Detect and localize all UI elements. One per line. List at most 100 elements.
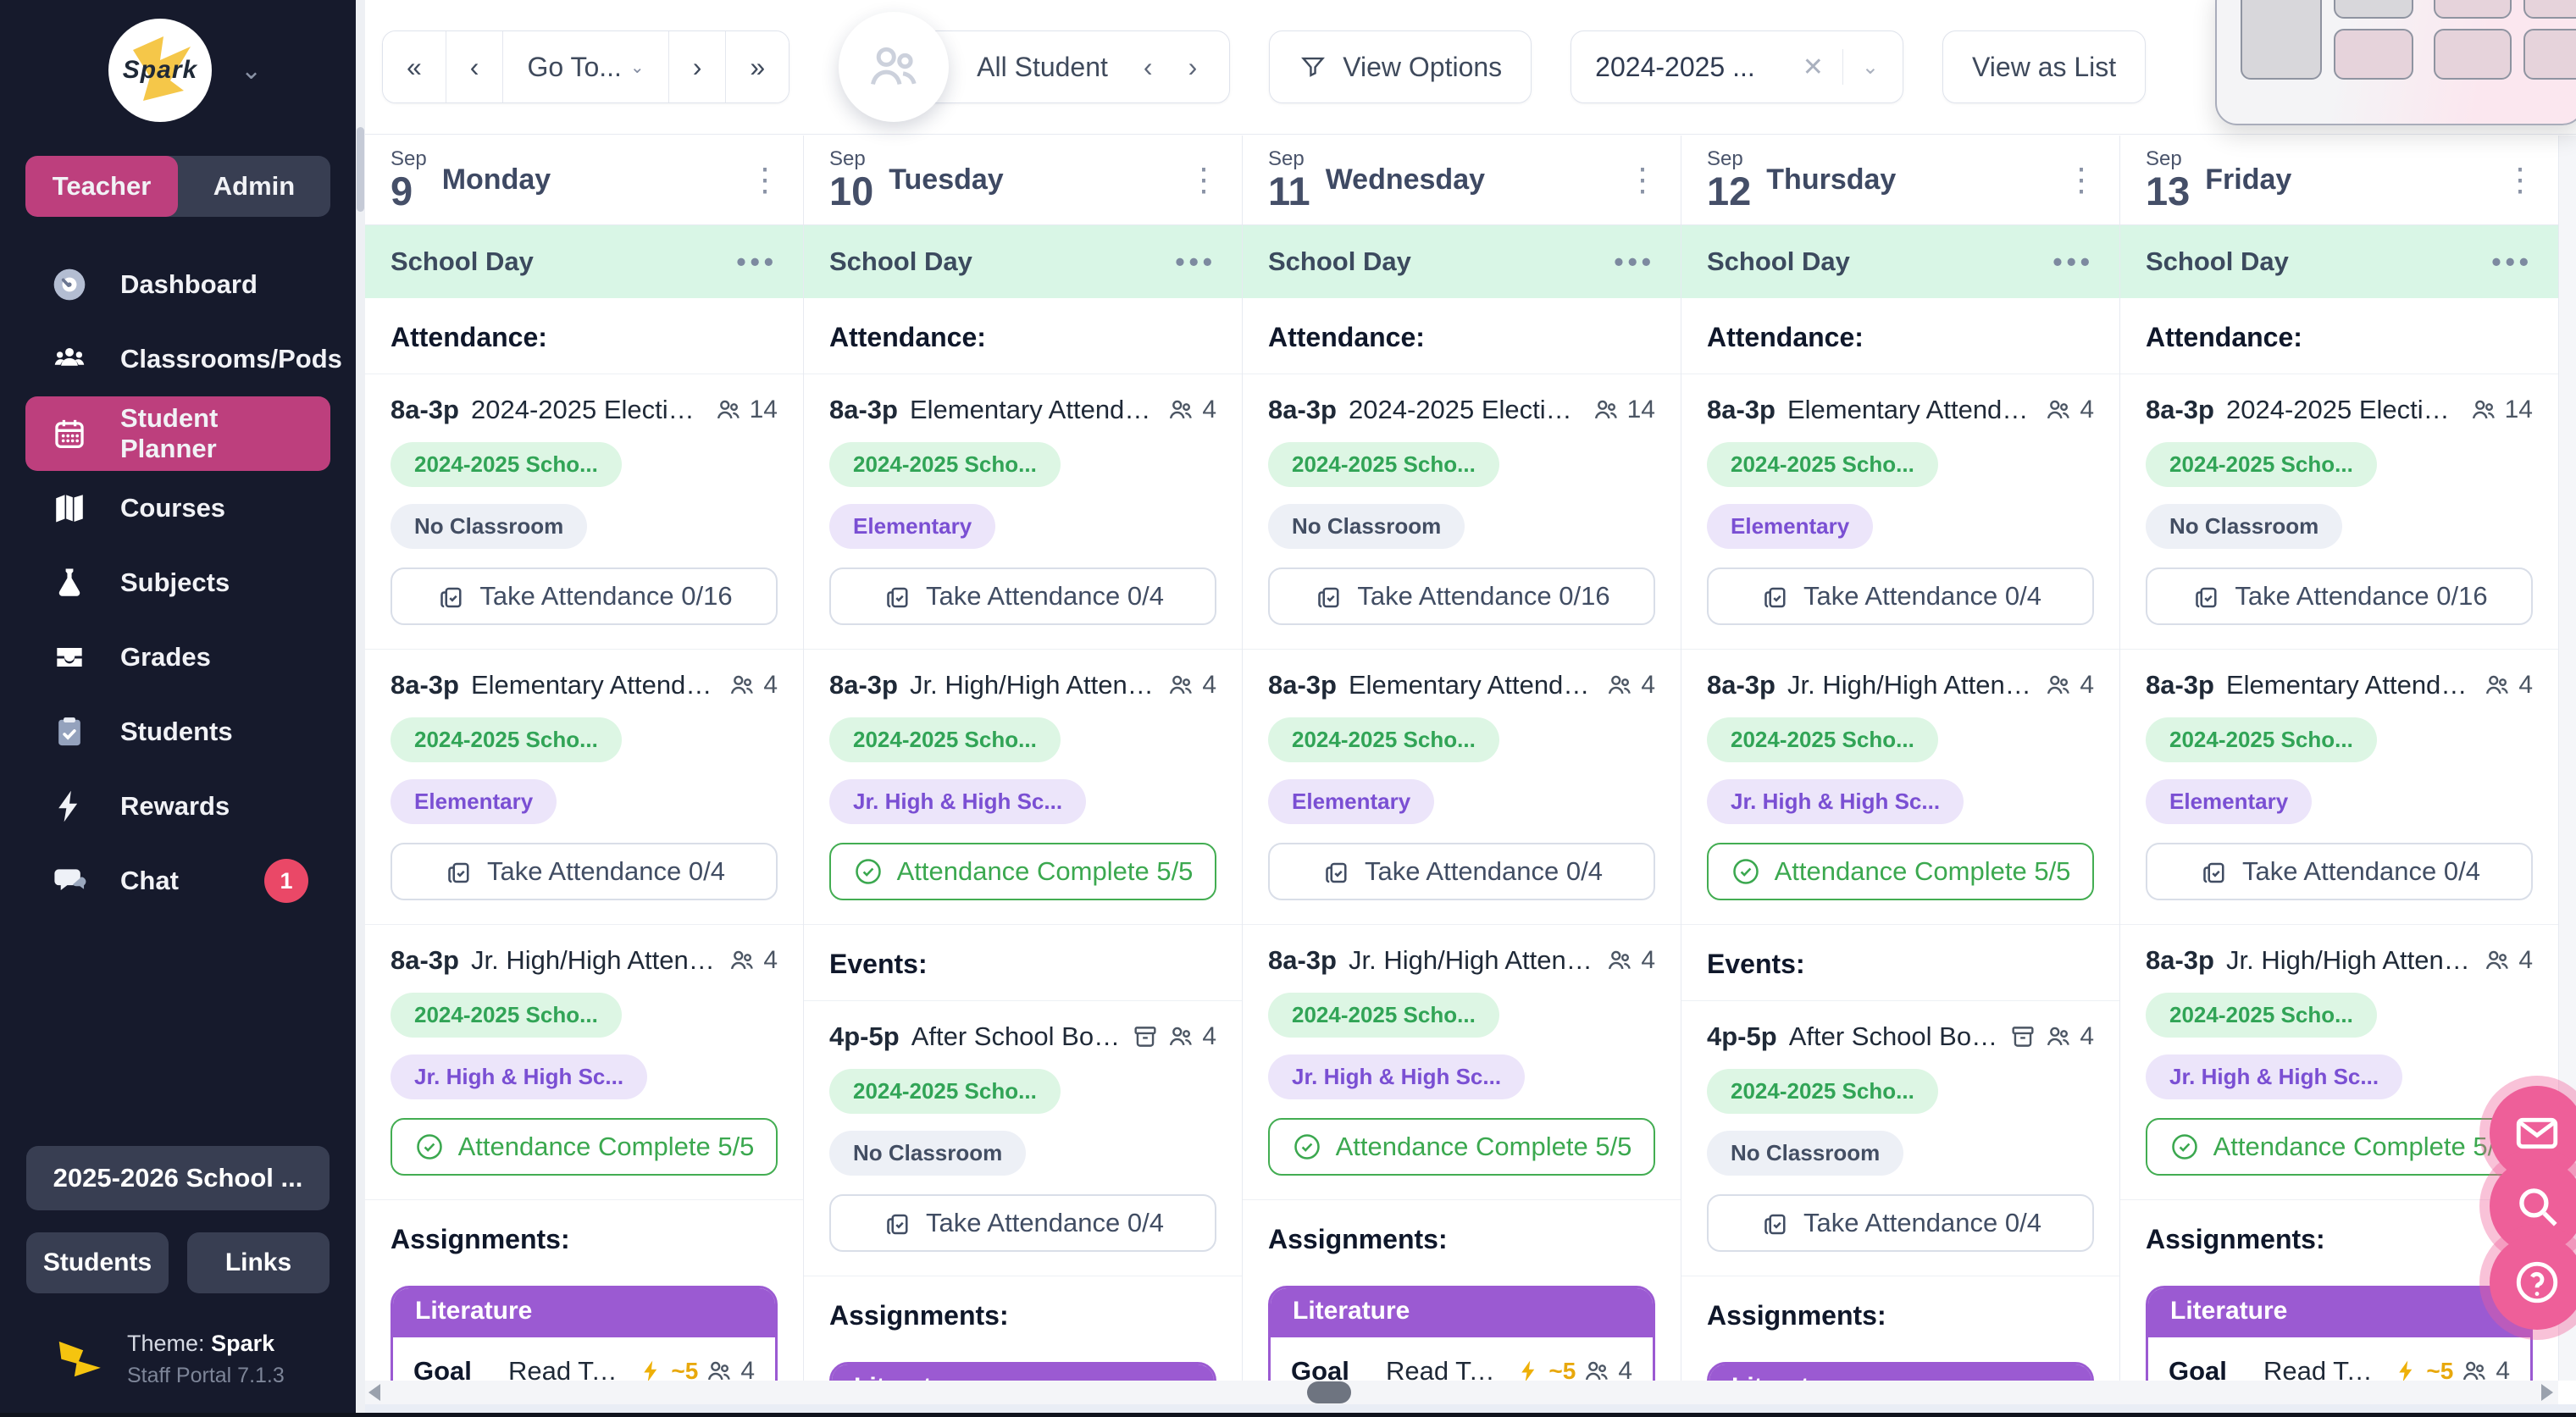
banner-menu-icon[interactable]: ••• [2491, 246, 2533, 277]
people-icon [1166, 1022, 1195, 1051]
sidebar-item-subjects[interactable]: Subjects [25, 545, 330, 620]
section-heading: Assignments: [391, 1224, 570, 1254]
sidebar-item-dashboard[interactable]: Dashboard [25, 247, 330, 322]
schedule-item: 8a-3p Elementary Attendance,... 4 2024-2025… [2120, 650, 2558, 924]
tag-pill: 2024-2025 Scho... [1707, 442, 1938, 487]
action-label: Attendance Complete 5/5 [2213, 1132, 2510, 1161]
weekday-label: Tuesday [889, 163, 1004, 196]
item-action: Attendance Complete 5/5 [1707, 843, 2094, 900]
school-year-button[interactable]: 2025-2026 School ... [26, 1146, 330, 1210]
sidebar-item-student-planner[interactable]: Student Planner [25, 396, 330, 471]
scrollbar-thumb[interactable] [1307, 1381, 1351, 1403]
attendance-complete-button[interactable]: Attendance Complete 5/5 [1268, 1118, 1655, 1176]
version-label: Staff Portal 7.1.3 [127, 1364, 285, 1387]
take-attendance-button[interactable]: Take Attendance 0/16 [2146, 567, 2533, 625]
schedule-item-title-row: 8a-3p Elementary Attendance,... 4 [1268, 670, 1655, 700]
schedule-item: 8a-3p Elementary Attendance,... 4 2024-2025… [365, 650, 803, 924]
page-scrollbar[interactable] [356, 0, 365, 1417]
sidebar-item-grades[interactable]: Grades [25, 620, 330, 695]
student-avatar[interactable] [839, 12, 950, 122]
chevron-down-icon[interactable]: ⌄ [1861, 55, 1880, 79]
item-meta: 4 [1597, 946, 1655, 975]
day-menu-icon[interactable]: ⋮ [2065, 162, 2097, 198]
day-menu-icon[interactable]: ⋮ [1626, 162, 1659, 198]
take-attendance-button[interactable]: Take Attendance 0/4 [2146, 843, 2533, 900]
mode-teacher-button[interactable]: Teacher [25, 156, 178, 217]
take-attendance-button[interactable]: Take Attendance 0/16 [1268, 567, 1655, 625]
people-count: 4 [2080, 671, 2094, 699]
attendance-complete-button[interactable]: Attendance Complete 5/5 [391, 1118, 778, 1176]
mode-admin-button[interactable]: Admin [178, 156, 330, 217]
day-header: Sep 10 Tuesday ⋮ [804, 136, 1242, 225]
view-options-button[interactable]: View Options [1269, 30, 1532, 103]
take-attendance-button[interactable]: Take Attendance 0/4 [391, 843, 778, 900]
divider [1681, 1000, 2119, 1001]
sidebar-item-students[interactable]: Students [25, 695, 330, 769]
banner-menu-icon[interactable]: ••• [736, 246, 778, 277]
page-scrollbar-thumb[interactable] [357, 127, 364, 212]
tag-pill: 2024-2025 Scho... [1707, 717, 1938, 762]
clipboard-icon [1313, 581, 1343, 612]
sidebar-item-courses[interactable]: Courses [25, 471, 330, 545]
jump-last-button[interactable]: » [726, 31, 789, 102]
day-column-monday: Sep 9 Monday ⋮ School Day ••• Attendance: 8a-3p… [365, 136, 804, 1381]
date-month: Sep [829, 147, 866, 170]
take-attendance-button[interactable]: Take Attendance 0/4 [1707, 1194, 2094, 1252]
take-attendance-button[interactable]: Take Attendance 0/16 [391, 567, 778, 625]
tag-list: 2024-2025 Scho... No Classroom [391, 442, 778, 549]
schedule-item-title-row: 8a-3p Jr. High/High Attendanc... 4 [2146, 945, 2533, 976]
item-title: After School Book Club [911, 1021, 1123, 1051]
next-student-icon[interactable]: › [1188, 51, 1198, 82]
scroll-left-icon[interactable] [368, 1384, 380, 1401]
action-label: Attendance Complete 5/5 [896, 856, 1194, 886]
view-as-list-button[interactable]: View as List [1942, 30, 2147, 103]
prev-week-button[interactable]: ‹ [446, 31, 504, 102]
banner-label: School Day [1268, 246, 1411, 276]
clipboard-icon [2191, 581, 2221, 612]
banner-menu-icon[interactable]: ••• [2052, 246, 2094, 277]
go-to-button[interactable]: Go To... ⌄ [503, 31, 669, 102]
take-attendance-button[interactable]: Take Attendance 0/4 [829, 1194, 1216, 1252]
take-attendance-button[interactable]: Take Attendance 0/4 [829, 567, 1216, 625]
year-select[interactable]: 2024-2025 ... ✕ ⌄ [1571, 30, 1904, 103]
section-heading: Attendance: [2146, 322, 2302, 352]
students-button[interactable]: Students [26, 1232, 169, 1293]
section-heading: Attendance: [391, 322, 547, 352]
board-horizontal-scrollbar[interactable] [365, 1381, 2558, 1404]
student-filter[interactable]: All Student ‹ › [895, 30, 1231, 103]
take-attendance-button[interactable]: Take Attendance 0/4 [1707, 567, 2094, 625]
take-attendance-button[interactable]: Take Attendance 0/4 [1268, 843, 1655, 900]
sidebar-item-label: Rewards [120, 791, 230, 821]
banner-menu-icon[interactable]: ••• [1175, 246, 1216, 277]
item-meta: 4 [2036, 671, 2094, 700]
help-fab[interactable] [2490, 1235, 2576, 1330]
chevron-down-icon[interactable]: ⌄ [241, 56, 263, 85]
points-value: ~5 [2426, 1358, 2454, 1381]
sidebar-item-rewards[interactable]: Rewards [25, 769, 330, 844]
scroll-right-icon[interactable] [2541, 1384, 2553, 1401]
day-menu-icon[interactable]: ⋮ [1188, 162, 1220, 198]
spark-logo[interactable]: Spark [108, 19, 212, 122]
banner-menu-icon[interactable]: ••• [1614, 246, 1655, 277]
next-week-button[interactable]: › [668, 31, 727, 102]
sidebar-item-chat[interactable]: Chat 1 [25, 844, 330, 918]
clipboard-icon [2198, 856, 2229, 887]
day-menu-icon[interactable]: ⋮ [749, 162, 781, 198]
planner-board: Sep 9 Monday ⋮ School Day ••• Attendance: 8a-3p… [365, 136, 2558, 1381]
day-menu-icon[interactable]: ⋮ [2504, 162, 2536, 198]
attendance-complete-button[interactable]: Attendance Complete 5/5 [2146, 1118, 2533, 1176]
attendance-complete-button[interactable]: Attendance Complete 5/5 [829, 843, 1216, 900]
jump-first-button[interactable]: « [383, 31, 446, 102]
board-vertical-scrollbar[interactable] [2558, 136, 2576, 1381]
clear-icon[interactable]: ✕ [1802, 53, 1824, 81]
prev-student-icon[interactable]: ‹ [1143, 51, 1153, 82]
sidebar-item-classrooms-pods[interactable]: Classrooms/Pods [25, 322, 342, 396]
links-button[interactable]: Links [187, 1232, 330, 1293]
attendance-complete-button[interactable]: Attendance Complete 5/5 [1707, 843, 2094, 900]
section-heading: Attendance: [1268, 322, 1425, 352]
